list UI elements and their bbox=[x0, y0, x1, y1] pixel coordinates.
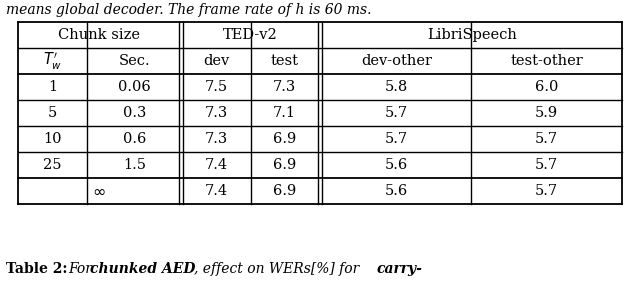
Text: test-other: test-other bbox=[510, 54, 583, 68]
Text: LibriSpeech: LibriSpeech bbox=[427, 28, 517, 42]
Text: 5.8: 5.8 bbox=[385, 80, 408, 94]
Text: 7.1: 7.1 bbox=[273, 106, 296, 120]
Text: dev-other: dev-other bbox=[361, 54, 432, 68]
Text: chunked AED: chunked AED bbox=[90, 262, 195, 276]
Text: 5.7: 5.7 bbox=[385, 132, 408, 146]
Text: 5.9: 5.9 bbox=[535, 106, 558, 120]
Text: 0.6: 0.6 bbox=[123, 132, 146, 146]
Text: Sec.: Sec. bbox=[118, 54, 150, 68]
Text: 6.0: 6.0 bbox=[535, 80, 558, 94]
Text: 7.3: 7.3 bbox=[273, 80, 296, 94]
Text: 5.6: 5.6 bbox=[385, 184, 408, 198]
Text: 6.9: 6.9 bbox=[273, 184, 296, 198]
Text: 5: 5 bbox=[48, 106, 58, 120]
Text: 0.3: 0.3 bbox=[123, 106, 146, 120]
Text: 6.9: 6.9 bbox=[273, 158, 296, 172]
Text: means global decoder. The frame rate of h is 60 ms.: means global decoder. The frame rate of … bbox=[6, 3, 371, 17]
Text: 25: 25 bbox=[44, 158, 62, 172]
Text: dev: dev bbox=[204, 54, 230, 68]
Text: 5.7: 5.7 bbox=[535, 158, 558, 172]
Text: 5.7: 5.7 bbox=[535, 132, 558, 146]
Text: test: test bbox=[270, 54, 298, 68]
Text: 5.7: 5.7 bbox=[535, 184, 558, 198]
Text: Table 2:: Table 2: bbox=[6, 262, 67, 276]
Text: 1: 1 bbox=[48, 80, 58, 94]
Text: $T_w'$: $T_w'$ bbox=[43, 50, 62, 71]
Text: Chunk size: Chunk size bbox=[58, 28, 140, 42]
Text: 7.4: 7.4 bbox=[205, 184, 228, 198]
Text: TED-v2: TED-v2 bbox=[223, 28, 278, 42]
Text: 5.6: 5.6 bbox=[385, 158, 408, 172]
Text: , effect on WERs[%] for: , effect on WERs[%] for bbox=[194, 262, 364, 276]
Text: 7.3: 7.3 bbox=[205, 132, 228, 146]
Text: 7.3: 7.3 bbox=[205, 106, 228, 120]
Text: For: For bbox=[68, 262, 96, 276]
Text: 7.4: 7.4 bbox=[205, 158, 228, 172]
Text: 10: 10 bbox=[44, 132, 62, 146]
Text: 0.06: 0.06 bbox=[118, 80, 150, 94]
Text: 7.5: 7.5 bbox=[205, 80, 228, 94]
Text: 1.5: 1.5 bbox=[123, 158, 146, 172]
Text: 6.9: 6.9 bbox=[273, 132, 296, 146]
Text: carry-: carry- bbox=[377, 262, 423, 276]
Text: $\infty$: $\infty$ bbox=[92, 183, 106, 200]
Text: 5.7: 5.7 bbox=[385, 106, 408, 120]
